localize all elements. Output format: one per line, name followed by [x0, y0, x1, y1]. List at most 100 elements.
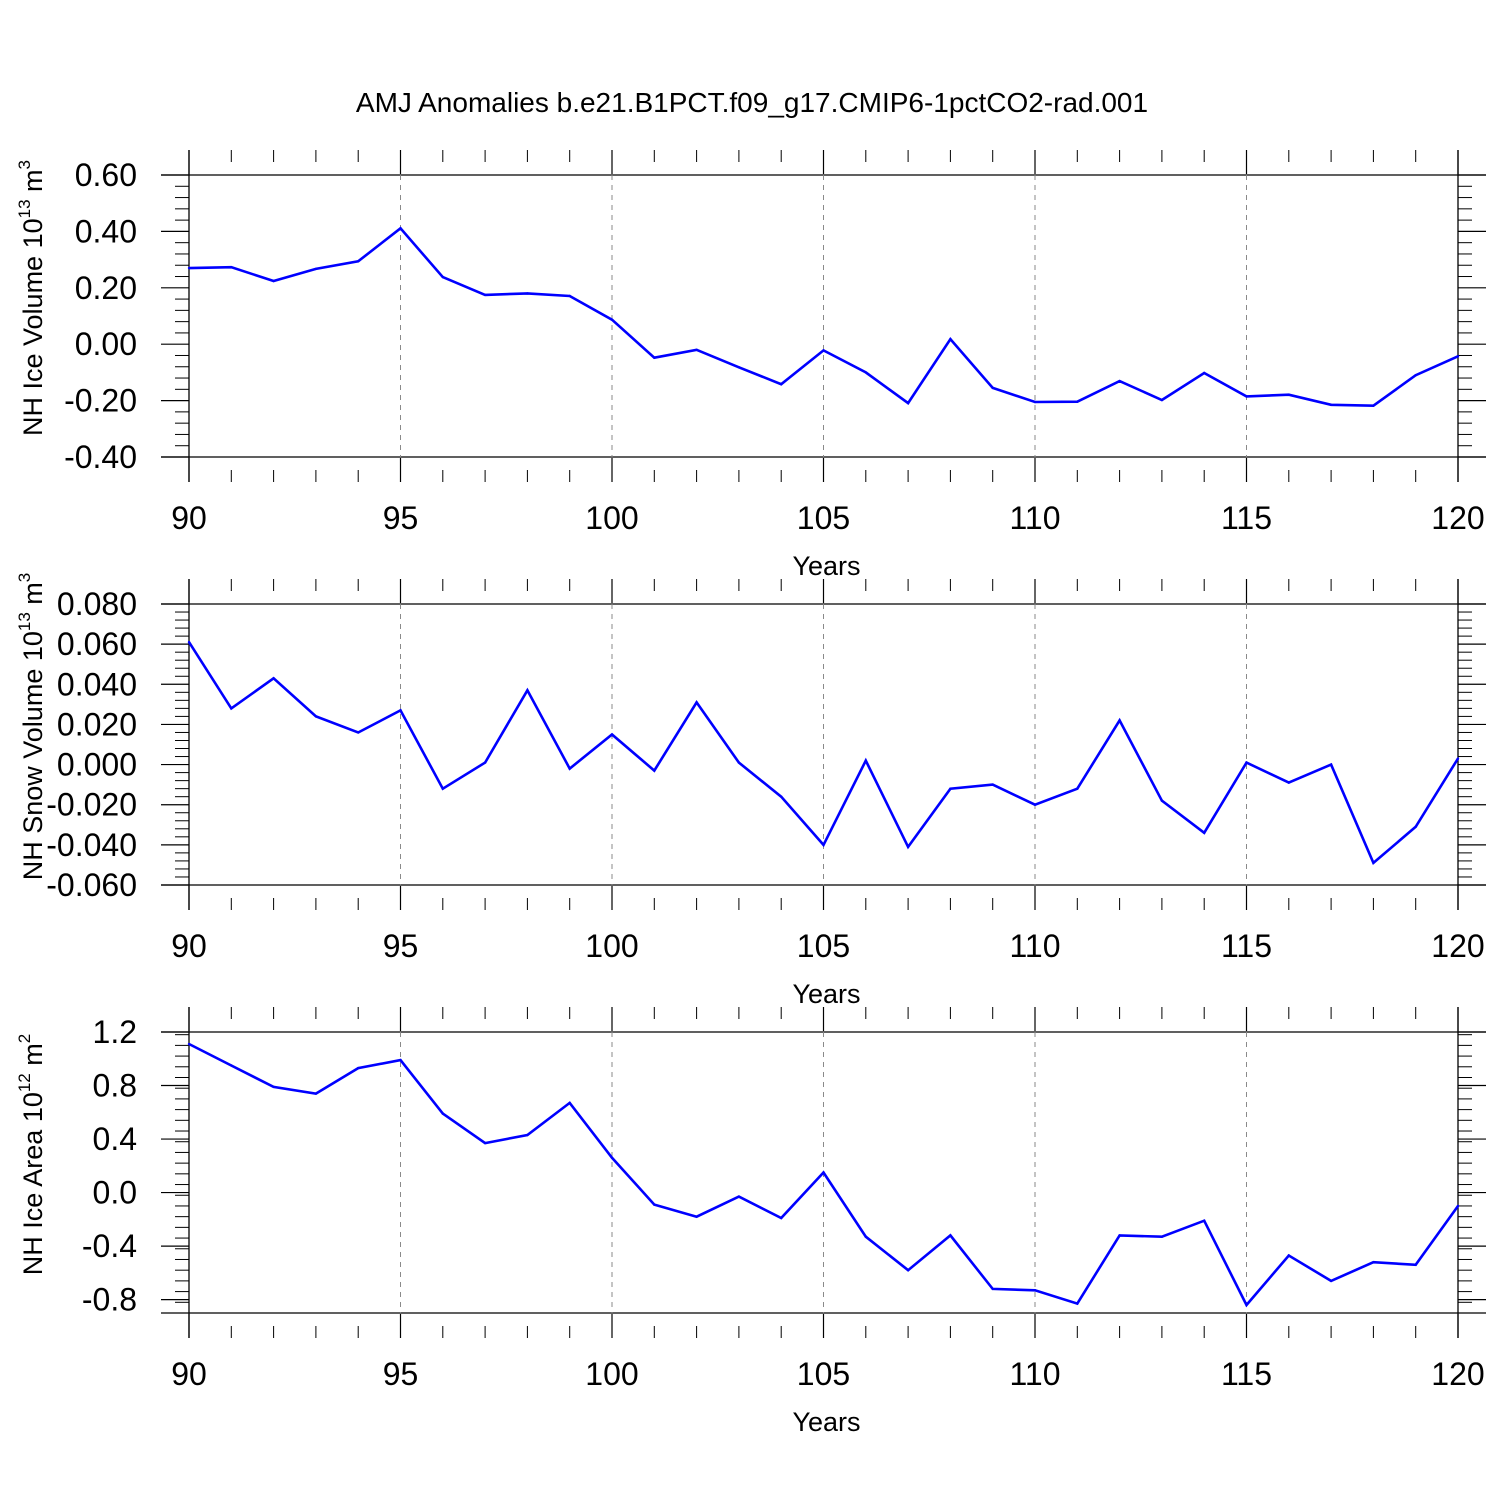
y-axis-label: NH Ice Area 1012 m2 — [15, 1034, 48, 1275]
y-axis-label: NH Snow Volume 1013 m3 — [15, 573, 48, 881]
data-point — [399, 709, 402, 712]
data-point — [906, 401, 910, 405]
data-point — [314, 715, 318, 718]
data-point — [568, 1101, 571, 1105]
data-point — [1456, 757, 1460, 760]
y-tick-label: 0.080 — [57, 586, 137, 622]
data-point — [906, 845, 910, 849]
y-axis-label-superscript: 13 — [15, 199, 34, 218]
data-point — [1245, 395, 1248, 398]
x-tick-label: 90 — [171, 928, 207, 964]
y-tick-label: 0.8 — [93, 1068, 137, 1104]
data-point — [906, 1268, 910, 1272]
y-tick-label: 0.040 — [57, 666, 137, 702]
data-point — [187, 640, 191, 644]
x-axis-label: Years — [792, 1407, 860, 1437]
data-point — [399, 227, 402, 230]
x-tick-label: 105 — [797, 928, 850, 964]
x-tick-label: 110 — [1009, 500, 1060, 536]
y-axis-label-text: NH Snow Volume 10 — [18, 631, 48, 880]
data-point — [695, 348, 698, 352]
data-point — [949, 337, 952, 341]
data-point — [1456, 355, 1460, 358]
data-point — [695, 1215, 698, 1218]
data-point — [610, 1156, 614, 1159]
data-point — [1414, 1263, 1417, 1267]
data-point — [1118, 719, 1121, 722]
y-tick-label: 0.20 — [75, 270, 137, 306]
y-tick-label: 0.000 — [57, 747, 137, 783]
x-tick-label: 95 — [383, 928, 419, 964]
data-point — [1160, 1235, 1164, 1238]
data-point — [1203, 1219, 1206, 1222]
data-point — [1329, 763, 1333, 766]
y-tick-label: 0.60 — [75, 157, 137, 193]
data-point — [357, 731, 360, 734]
data-point — [991, 386, 994, 390]
data-point — [653, 769, 656, 772]
x-axis-label: Years — [792, 551, 860, 581]
x-tick-label: 100 — [585, 928, 638, 964]
y-tick-label: 1.2 — [93, 1014, 137, 1050]
y-axis-label-superscript: 13 — [15, 612, 34, 631]
data-point — [610, 733, 614, 736]
x-tick-label: 100 — [585, 500, 638, 536]
x-tick-label: 120 — [1431, 928, 1484, 964]
data-point — [272, 677, 275, 680]
data-point — [399, 1058, 402, 1062]
data-point — [737, 366, 741, 369]
data-point — [1160, 398, 1164, 402]
x-tick-label: 90 — [171, 1356, 207, 1392]
y-tick-label: 0.060 — [57, 626, 137, 662]
data-point — [1076, 787, 1079, 790]
data-point — [864, 371, 867, 374]
y-tick-label: -0.4 — [82, 1228, 137, 1264]
data-point — [230, 1064, 233, 1067]
data-point — [526, 292, 529, 295]
data-point — [568, 294, 571, 298]
y-tick-label: -0.060 — [46, 867, 137, 903]
x-tick-label: 90 — [171, 500, 207, 536]
data-point — [230, 266, 233, 269]
data-point — [1456, 1204, 1460, 1208]
data-point — [483, 1141, 487, 1145]
data-point — [187, 266, 191, 270]
data-point — [737, 761, 741, 764]
data-point — [1245, 1303, 1248, 1307]
x-tick-label: 95 — [383, 500, 419, 536]
data-point — [1203, 371, 1206, 375]
data-point — [1033, 400, 1037, 404]
data-point — [187, 1042, 191, 1046]
data-point — [822, 349, 825, 352]
data-point — [568, 767, 571, 770]
data-point — [695, 701, 698, 704]
y-axis-label-superscript: 3 — [15, 160, 34, 169]
y-tick-label: 0.020 — [57, 706, 137, 742]
chart-title: AMJ Anomalies b.e21.B1PCT.f09_g17.CMIP6-… — [356, 87, 1148, 118]
data-point — [1033, 803, 1037, 806]
y-axis-label-superscript: 3 — [15, 573, 34, 582]
x-tick-label: 95 — [383, 1356, 419, 1392]
x-tick-label: 120 — [1431, 500, 1484, 536]
data-point — [1033, 1289, 1037, 1292]
data-point — [1245, 761, 1248, 764]
y-axis-label: NH Ice Volume 1013 m3 — [15, 160, 48, 436]
y-axis-label-text: m — [18, 1043, 48, 1073]
x-tick-label: 115 — [1221, 1356, 1272, 1392]
y-axis-label-text: m — [18, 169, 48, 199]
data-point — [272, 279, 275, 283]
x-tick-label: 105 — [797, 1356, 850, 1392]
y-tick-label: -0.8 — [82, 1282, 137, 1318]
data-point — [1160, 799, 1164, 802]
data-point — [949, 1234, 952, 1237]
data-point — [1118, 379, 1121, 383]
data-point — [441, 787, 444, 790]
y-tick-label: -0.40 — [64, 439, 137, 475]
data-point — [991, 783, 994, 786]
data-point — [1287, 781, 1291, 784]
y-tick-label: 0.40 — [75, 213, 137, 249]
y-axis-label-text: NH Ice Volume 10 — [18, 218, 48, 436]
data-point — [1329, 1279, 1333, 1283]
data-point — [1076, 400, 1079, 403]
